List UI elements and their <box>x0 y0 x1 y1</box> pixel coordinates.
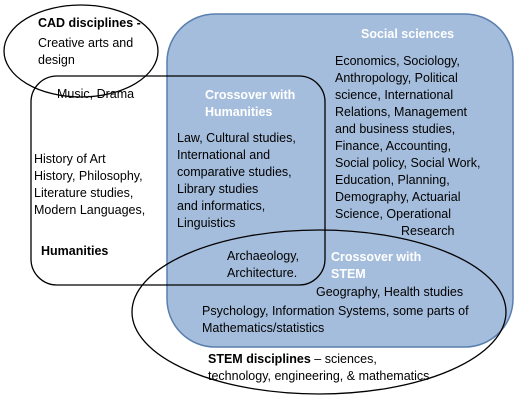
crossover-humanities-line-4: Library studies <box>177 182 259 196</box>
crossover-humanities-line-2: International and <box>177 148 271 162</box>
crossover-stem-line-3: Mathematics/statistics <box>202 321 325 335</box>
social-sciences-line-1: Economics, Sociology, <box>335 54 460 68</box>
stem-line-2: technology, engineering, & mathematics <box>208 369 430 383</box>
crossover-stem-line-1: Geography, Health studies <box>316 285 464 299</box>
social-sciences-line-4: Relations, Management <box>335 105 468 119</box>
social-sciences-line-6: Finance, Accounting, <box>335 139 452 153</box>
social-sciences-line-11: Research <box>401 224 455 238</box>
humanities-line-1: History of Art <box>34 152 106 166</box>
cad-line-2: design <box>38 53 75 67</box>
music-drama-label: Music, Drama <box>57 87 135 101</box>
social-sciences-line-2: Anthropology, Political <box>335 71 458 85</box>
cad-ellipse <box>3 4 159 98</box>
stem-title-row: STEM disciplines – sciences, <box>208 351 377 368</box>
crossover-humanities-title-2: Humanities <box>205 105 273 119</box>
crossover-stem-title-1: Crossover with <box>331 250 422 264</box>
crossover-humanities-line-5: and informatics, <box>177 199 266 213</box>
crossover-stem-title-2: STEM <box>331 267 366 281</box>
social-sciences-line-10: Science, Operational <box>335 207 452 221</box>
crossover-humanities-title-1: Crossover with <box>205 88 296 102</box>
social-sciences-line-7: Social policy, Social Work, <box>335 156 481 170</box>
humanities-line-3: Literature studies, <box>34 186 134 200</box>
social-sciences-line-5: and business studies, <box>335 122 456 136</box>
social-sciences-line-8: Education, Planning, <box>335 173 450 187</box>
social-sciences-line-9: Demography, Actuarial <box>335 190 461 204</box>
humanities-title: Humanities <box>41 244 109 258</box>
crossover-humanities-line-6: Linguistics <box>177 216 236 230</box>
social-sciences-box <box>166 13 514 348</box>
cad-line-1: Creative arts and <box>38 36 134 50</box>
crossover-humanities-line-1: Law, Cultural studies, <box>177 131 296 145</box>
social-sciences-line-3: science, International <box>335 88 454 102</box>
crossover-stem-line-2: Psychology, Information Systems, some pa… <box>202 304 469 318</box>
humanities-line-2: History, Philosophy, <box>34 169 143 183</box>
humanities-line-4: Modern Languages, <box>34 203 146 217</box>
stem-title: STEM disciplines <box>208 352 311 366</box>
archaeology-line-2: Architecture. <box>227 266 298 280</box>
archaeology-line-1: Archaeology, <box>227 249 300 263</box>
social-sciences-title: Social sciences <box>361 27 455 41</box>
stem-title-rest: – sciences, <box>310 352 377 366</box>
humanities-box <box>30 75 326 286</box>
cad-title: CAD disciplines - <box>38 16 141 30</box>
stem-ellipse <box>131 229 507 395</box>
crossover-humanities-line-3: comparative studies, <box>177 165 292 179</box>
